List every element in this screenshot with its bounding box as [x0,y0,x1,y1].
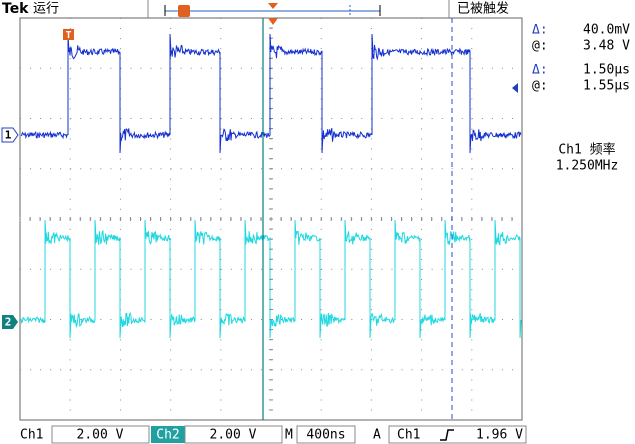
waveform [20,219,522,339]
ch2-label: Ch2 [156,428,179,443]
cursor-value: 3.48 V [583,39,630,54]
cursor-label: Δ: [532,63,548,78]
trigger-level: 1.96 V [476,428,523,443]
trigger-box [388,425,527,444]
timebase: 400ns [306,428,345,443]
ch1-label: Ch1 [20,428,43,443]
run-status: 运行 [33,2,59,17]
ch1-marker-label: 1 [5,129,12,142]
ch2-marker-label: 2 [5,316,12,329]
measurement-label: Ch1 频率 [558,142,615,158]
trigger-source: Ch1 [397,428,420,443]
cursor-label: @: [532,39,548,54]
ch2-marker [2,315,18,329]
trigger-state: 已被触发 [457,1,509,17]
ch1-scale: 2.00 V [77,428,124,443]
timebase-box [296,425,356,444]
cursor-value: 1.55µs [583,79,630,94]
ch2-scale-box [184,425,283,444]
trigger-label: A [373,428,381,443]
waveforms [20,33,522,339]
cursor-value: 1.50µs [583,63,630,78]
trigger-position-marker [268,18,278,25]
cursor-label: Δ: [532,23,548,38]
graticule [19,17,522,420]
ch2-scale: 2.00 V [210,428,257,443]
trigger-slope [440,429,454,441]
ch1-marker [1,127,19,143]
cursor-label: @: [532,79,548,94]
trigger-marker [63,29,74,40]
ch2-label-box [151,426,185,443]
ch1-scale-box [51,425,150,444]
record-position [268,3,278,9]
trigger-marker-label: T [65,30,71,41]
record-trigger-marker [178,5,190,17]
timebase-label: M [285,428,293,443]
measurement-value: 1.250MHz [556,159,619,174]
brand: Tek [2,1,29,17]
waveform [20,33,522,154]
cursor-value: 40.0mV [583,23,630,38]
level-marker [512,83,518,93]
